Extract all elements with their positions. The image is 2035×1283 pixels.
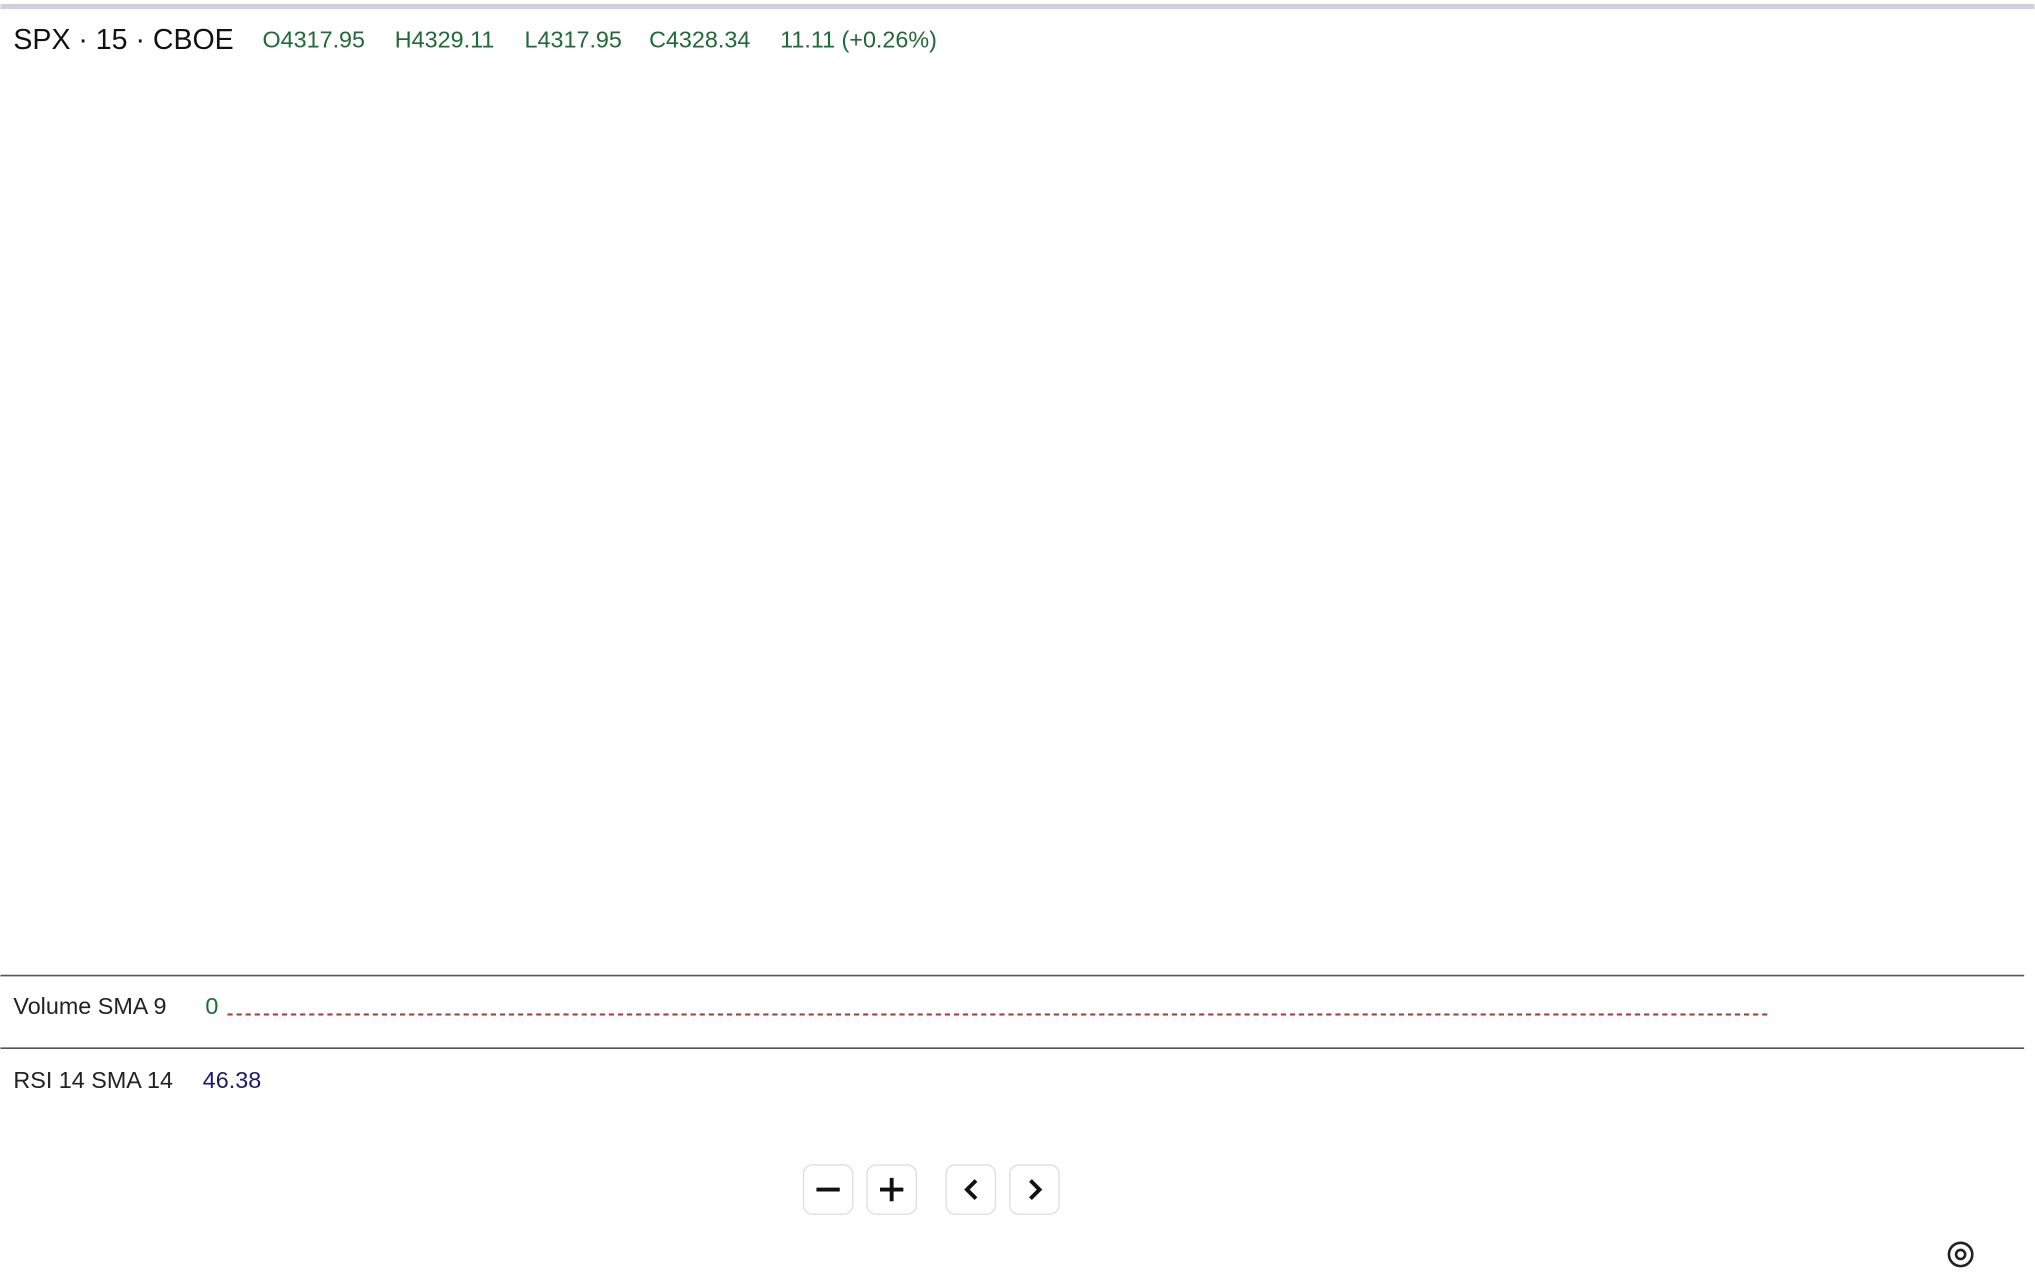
scroll-left-button[interactable] <box>945 1164 997 1215</box>
scroll-right-button[interactable] <box>1009 1164 1060 1215</box>
volume-title: Volume SMA 9 <box>13 993 166 1019</box>
zoom-in-button[interactable] <box>866 1164 917 1215</box>
zoom-out-button[interactable] <box>802 1164 854 1215</box>
volume-value: 0 <box>205 993 218 1019</box>
high-label: H4329.11 <box>395 27 495 53</box>
rsi-value: 46.38 <box>203 1067 261 1093</box>
symbol-title: SPX · 15 · CBOE <box>13 24 233 56</box>
close-label: C4328.34 <box>649 27 750 53</box>
chart-controls <box>802 1164 1060 1215</box>
rsi-title: RSI 14 SMA 14 <box>13 1067 173 1093</box>
change-label: 11.11 (+0.26%) <box>780 27 937 53</box>
low-label: L4317.95 <box>525 27 622 53</box>
open-label: O4317.95 <box>262 27 365 53</box>
settings-button[interactable] <box>1947 1241 1974 1268</box>
